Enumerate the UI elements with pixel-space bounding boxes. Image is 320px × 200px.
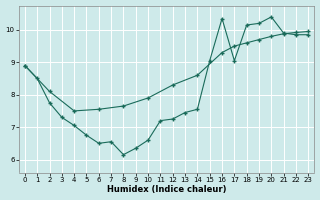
X-axis label: Humidex (Indice chaleur): Humidex (Indice chaleur) [107, 185, 226, 194]
